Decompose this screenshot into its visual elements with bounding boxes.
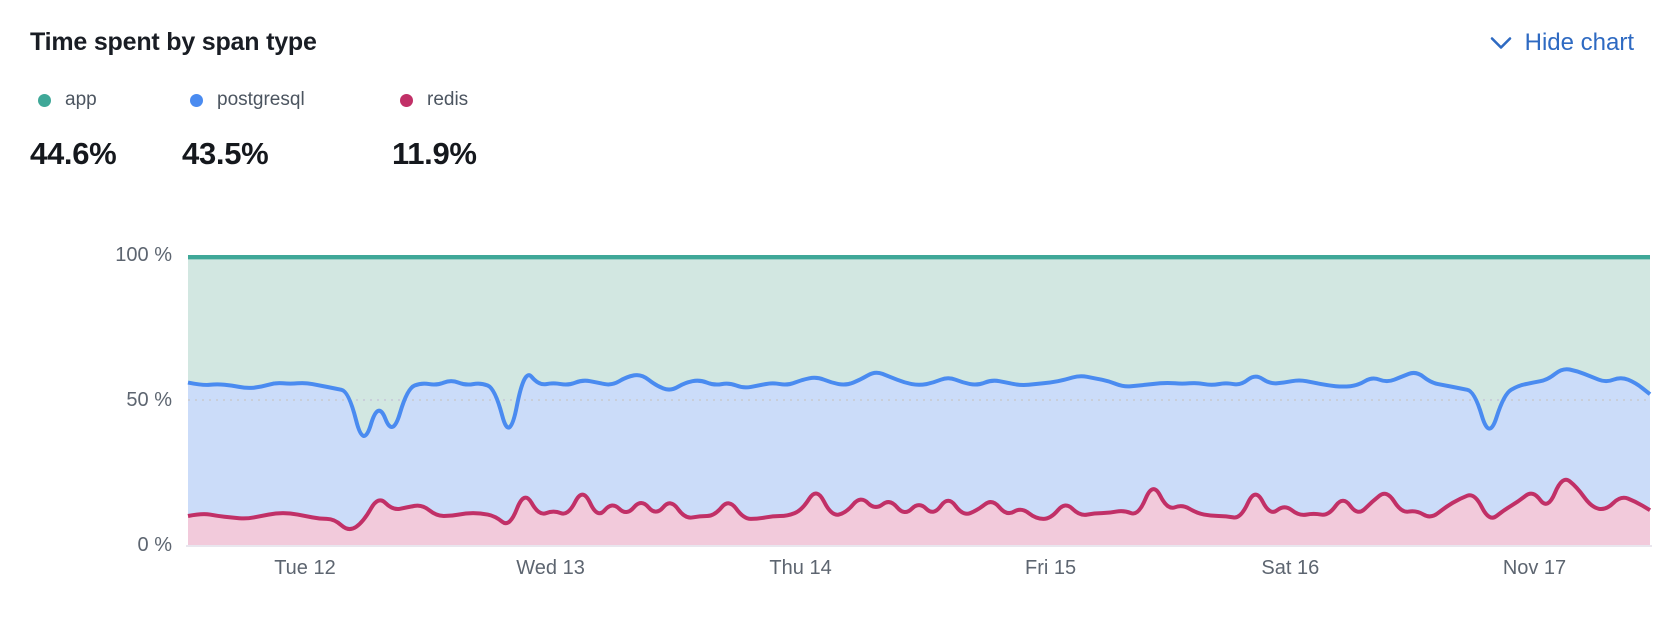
x-axis-label: Sat 16 (1261, 557, 1320, 579)
hide-chart-label: Hide chart (1524, 28, 1634, 56)
legend-value-redis: 11.9% (392, 136, 477, 171)
legend-value-postgresql: 43.5% (182, 136, 269, 171)
postgresql-line (187, 367, 1652, 438)
x-axis-label: Fri 15 (1025, 557, 1077, 579)
x-axis-label: Wed 13 (516, 557, 585, 579)
legend: app 44.6% postgresql 43.5% redis 11.9% (30, 88, 477, 172)
y-axis-label-100: 100 % (115, 244, 172, 266)
y-axis-label-0: 0 % (137, 534, 172, 556)
legend-col-redis: redis 11.9% (392, 88, 477, 172)
legend-item-postgresql[interactable]: postgresql (182, 88, 392, 112)
x-axis-label: Tue 12 (274, 557, 336, 579)
legend-label-postgresql: postgresql (217, 89, 305, 110)
x-axis-line (186, 545, 1652, 547)
redis-area (188, 479, 1650, 545)
legend-item-redis[interactable]: redis (392, 88, 477, 112)
redis-dot-icon (400, 93, 413, 107)
app-dot-icon (38, 93, 51, 107)
chevron-down-icon (1490, 36, 1511, 49)
legend-label-app: app (65, 89, 97, 110)
x-axis-label: Thu 14 (769, 557, 832, 579)
postgresql-area (188, 369, 1650, 545)
legend-item-app[interactable]: app (30, 88, 182, 112)
x-axis-labels: Tue 12 Wed 13 Thu 14 Fri 15 Sat 16 Nov 17 (0, 556, 1674, 584)
y-axis-label-50: 50 % (126, 389, 172, 411)
legend-col-postgresql: postgresql 43.5% (182, 88, 392, 172)
page-title: Time spent by span type (30, 28, 317, 56)
card-header: Time spent by span type Hide chart (30, 28, 1634, 57)
stacked-area-chart[interactable] (187, 255, 1652, 545)
legend-value-app: 44.6% (30, 136, 117, 171)
hide-chart-toggle[interactable]: Hide chart (1490, 29, 1634, 57)
legend-label-redis: redis (427, 89, 469, 110)
postgresql-dot-icon (190, 93, 203, 107)
redis-line (187, 477, 1652, 532)
legend-col-app: app 44.6% (30, 88, 182, 172)
x-axis-label: Nov 17 (1502, 557, 1567, 579)
